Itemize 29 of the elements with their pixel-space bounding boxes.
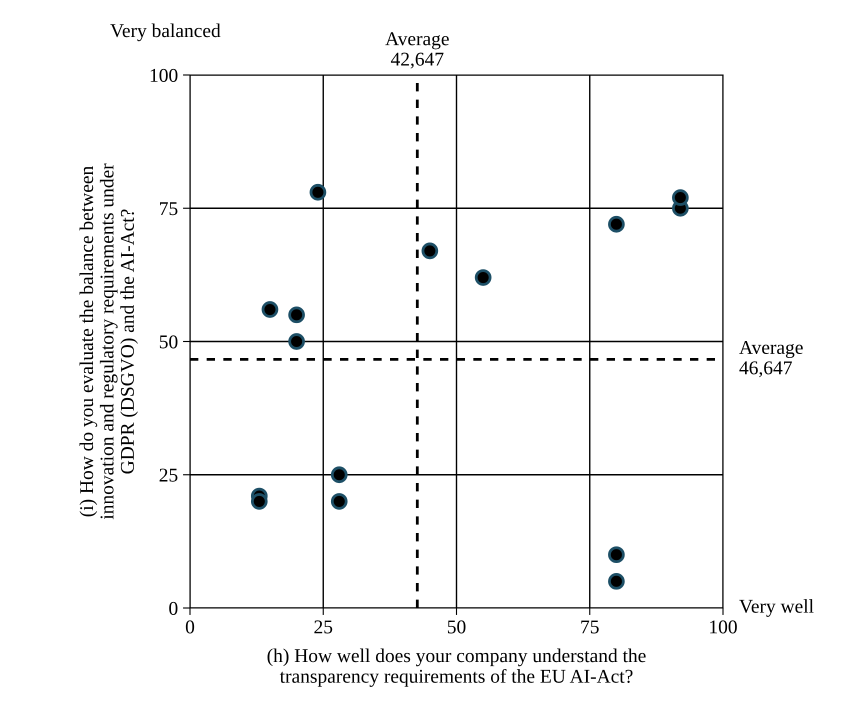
ref-line-label: Average 46,647 [739, 340, 803, 378]
point [672, 189, 689, 206]
point [288, 306, 305, 324]
x-tick-label: 25 [314, 620, 332, 634]
point [608, 573, 625, 590]
ref-line-label: Average 42,647 [385, 32, 449, 69]
point [608, 216, 625, 233]
point [310, 184, 326, 201]
text: Very balanced [110, 24, 220, 42]
y-tick-label: 0 [169, 602, 178, 615]
y-tick-label: 25 [160, 468, 178, 482]
x-tick-label: 50 [448, 620, 466, 634]
point [262, 301, 278, 318]
point [422, 242, 438, 260]
text: Very well [739, 599, 814, 617]
point [288, 333, 305, 350]
point [250, 493, 268, 510]
point [330, 466, 348, 484]
point [330, 493, 348, 510]
y-tick-label: 75 [160, 202, 178, 216]
x-tick-label: 100 [710, 620, 737, 634]
y-axis-title: (i) How do you evaluate the balance between innovation and regulatory requirements under GDPR (DSGVO) and the AI-Act? [80, 163, 138, 520]
x-tick-label: 0 [186, 620, 194, 634]
point [608, 546, 625, 564]
x-axis-title: (h) How well does your company understand the transparency requirements of the EU AI-Act? [268, 648, 646, 687]
point [474, 269, 492, 286]
y-tick-label: 100 [150, 68, 178, 82]
x-tick-label: 75 [581, 620, 599, 634]
y-tick-label: 50 [160, 335, 178, 348]
